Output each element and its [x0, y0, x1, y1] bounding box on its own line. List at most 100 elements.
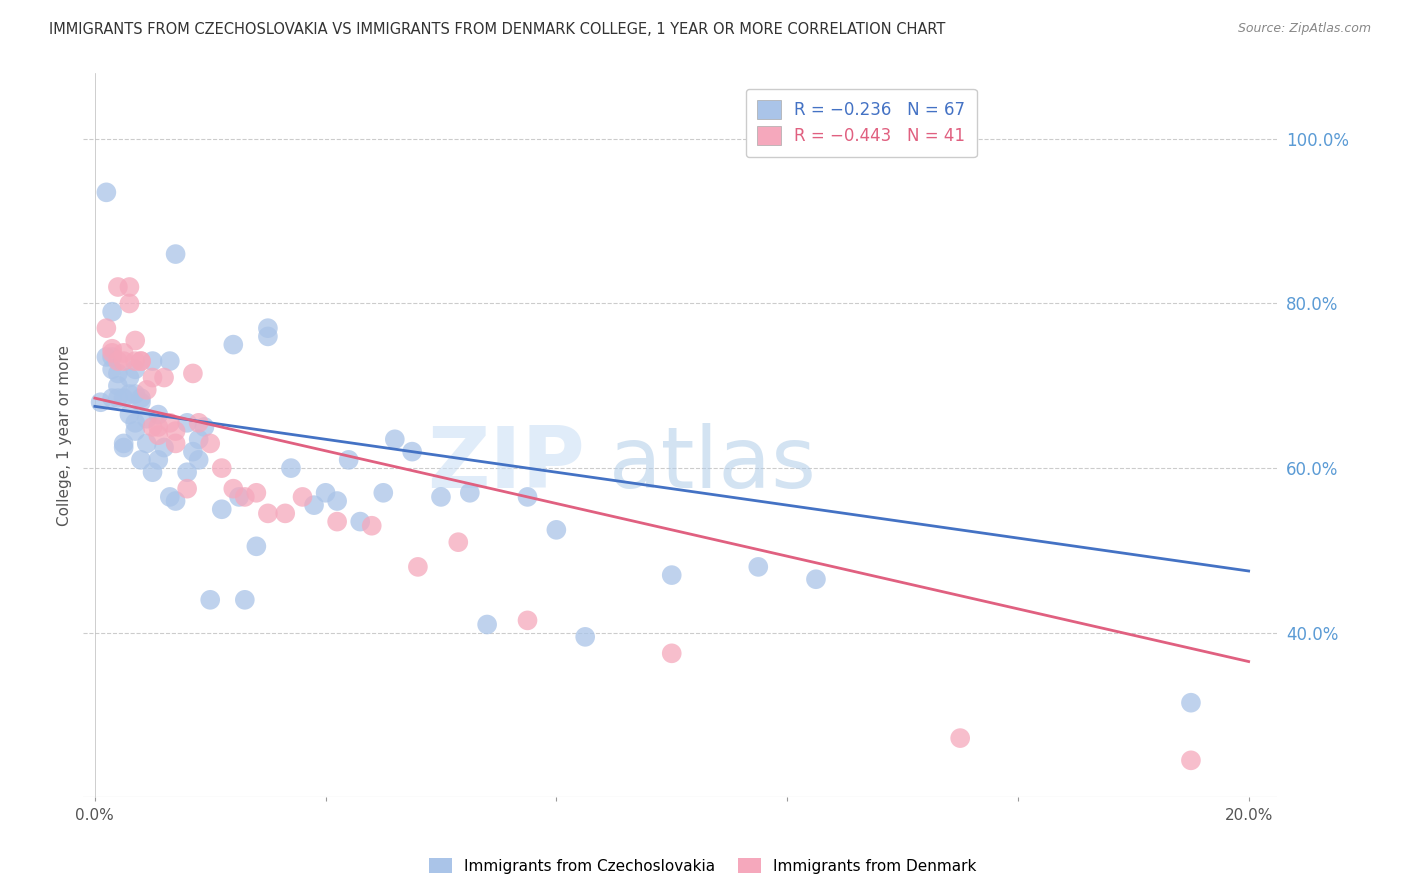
Point	[373, 485, 395, 500]
Point	[124, 334, 146, 348]
Point	[211, 461, 233, 475]
Point	[228, 490, 250, 504]
Point	[148, 420, 170, 434]
Point	[101, 391, 124, 405]
Point	[101, 362, 124, 376]
Point	[245, 539, 267, 553]
Point	[176, 416, 198, 430]
Point	[200, 592, 222, 607]
Point	[257, 321, 280, 335]
Point	[176, 482, 198, 496]
Point	[315, 485, 337, 500]
Point	[181, 367, 204, 381]
Point	[159, 354, 181, 368]
Point	[118, 408, 141, 422]
Point	[112, 354, 135, 368]
Point	[291, 490, 314, 504]
Point	[360, 518, 382, 533]
Point	[574, 630, 596, 644]
Point	[274, 507, 297, 521]
Point	[129, 354, 152, 368]
Point	[129, 453, 152, 467]
Point	[101, 346, 124, 360]
Legend: R = −0.236   N = 67, R = −0.443   N = 41: R = −0.236 N = 67, R = −0.443 N = 41	[745, 88, 977, 157]
Point	[129, 395, 152, 409]
Point	[107, 280, 129, 294]
Point	[326, 515, 349, 529]
Point	[159, 416, 181, 430]
Point	[949, 731, 972, 745]
Point	[101, 342, 124, 356]
Point	[101, 350, 124, 364]
Point	[1180, 753, 1202, 767]
Point	[112, 346, 135, 360]
Point	[96, 321, 118, 335]
Point	[661, 568, 683, 582]
Point	[1180, 696, 1202, 710]
Point	[233, 592, 256, 607]
Point	[124, 424, 146, 438]
Point	[153, 370, 176, 384]
Point	[118, 387, 141, 401]
Point	[384, 432, 406, 446]
Point	[107, 367, 129, 381]
Point	[430, 490, 453, 504]
Point	[804, 572, 827, 586]
Point	[141, 465, 163, 479]
Point	[96, 186, 118, 200]
Point	[326, 494, 349, 508]
Point	[90, 395, 112, 409]
Point	[406, 560, 429, 574]
Point	[546, 523, 568, 537]
Point	[141, 354, 163, 368]
Point	[148, 453, 170, 467]
Point	[401, 444, 423, 458]
Point	[475, 617, 498, 632]
Point	[118, 370, 141, 384]
Point	[129, 391, 152, 405]
Point	[112, 441, 135, 455]
Point	[159, 490, 181, 504]
Point	[447, 535, 470, 549]
Point	[257, 329, 280, 343]
Point	[96, 350, 118, 364]
Text: Source: ZipAtlas.com: Source: ZipAtlas.com	[1237, 22, 1371, 36]
Point	[141, 370, 163, 384]
Point	[516, 490, 538, 504]
Point	[112, 391, 135, 405]
Point	[516, 614, 538, 628]
Point	[187, 432, 209, 446]
Y-axis label: College, 1 year or more: College, 1 year or more	[58, 344, 72, 525]
Point	[135, 383, 157, 397]
Point	[222, 337, 245, 351]
Point	[148, 428, 170, 442]
Point	[129, 354, 152, 368]
Point	[661, 646, 683, 660]
Text: ZIP: ZIP	[427, 423, 585, 506]
Point	[337, 453, 360, 467]
Point	[245, 485, 267, 500]
Point	[349, 515, 371, 529]
Point	[107, 354, 129, 368]
Point	[135, 411, 157, 425]
Point	[107, 391, 129, 405]
Point	[124, 354, 146, 368]
Point	[101, 304, 124, 318]
Point	[124, 362, 146, 376]
Point	[124, 416, 146, 430]
Point	[181, 444, 204, 458]
Point	[176, 465, 198, 479]
Point	[165, 494, 187, 508]
Point	[280, 461, 302, 475]
Point	[302, 498, 325, 512]
Point	[153, 441, 176, 455]
Point	[233, 490, 256, 504]
Legend: Immigrants from Czechoslovakia, Immigrants from Denmark: Immigrants from Czechoslovakia, Immigran…	[423, 852, 983, 880]
Point	[211, 502, 233, 516]
Point	[458, 485, 481, 500]
Point	[187, 453, 209, 467]
Text: IMMIGRANTS FROM CZECHOSLOVAKIA VS IMMIGRANTS FROM DENMARK COLLEGE, 1 YEAR OR MOR: IMMIGRANTS FROM CZECHOSLOVAKIA VS IMMIGR…	[49, 22, 946, 37]
Point	[118, 280, 141, 294]
Point	[148, 408, 170, 422]
Point	[165, 424, 187, 438]
